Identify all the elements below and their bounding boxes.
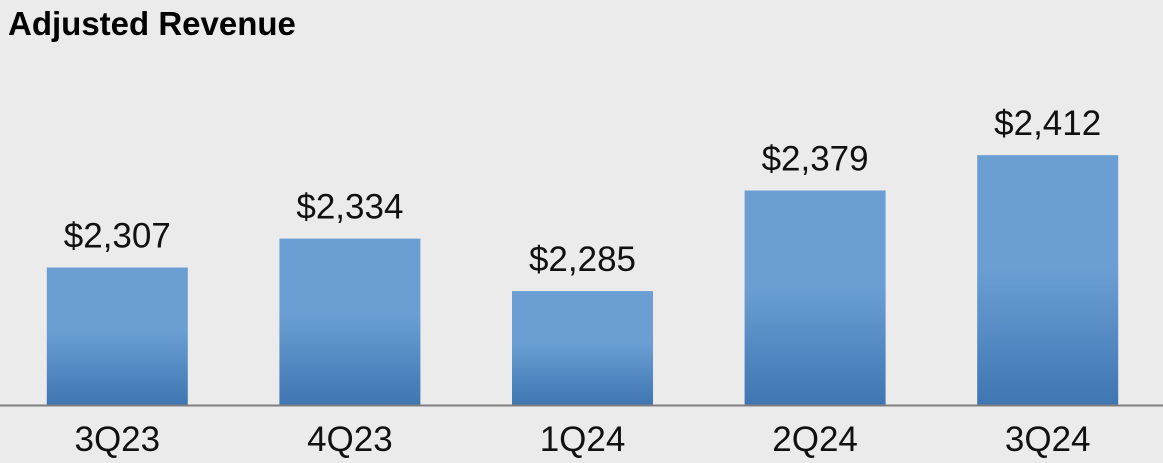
value-label-3q23: $2,307: [64, 217, 171, 256]
value-label-4q23: $2,334: [296, 188, 403, 227]
x-tick-3q24: 3Q24: [1005, 420, 1091, 459]
labels-group: $2,307 3Q23 $2,334 4Q23 $2,285 1Q24 $2,379 2Q24…: [64, 104, 1101, 459]
bar-3q23: [46, 267, 188, 405]
chart-title: Adjusted Revenue: [8, 5, 296, 42]
x-tick-4q23: 4Q23: [307, 420, 393, 459]
bar-4q23: [279, 238, 421, 405]
value-label-2q24: $2,379: [762, 139, 869, 178]
bars-group: [46, 155, 1119, 405]
bar-2q24: [744, 190, 886, 405]
x-tick-3q23: 3Q23: [74, 420, 160, 459]
x-tick-1q24: 1Q24: [540, 420, 626, 459]
x-tick-2q24: 2Q24: [772, 420, 858, 459]
value-label-1q24: $2,285: [529, 240, 636, 279]
bar-1q24: [512, 291, 653, 405]
bar-3q24: [977, 155, 1119, 405]
value-label-3q24: $2,412: [994, 104, 1101, 143]
